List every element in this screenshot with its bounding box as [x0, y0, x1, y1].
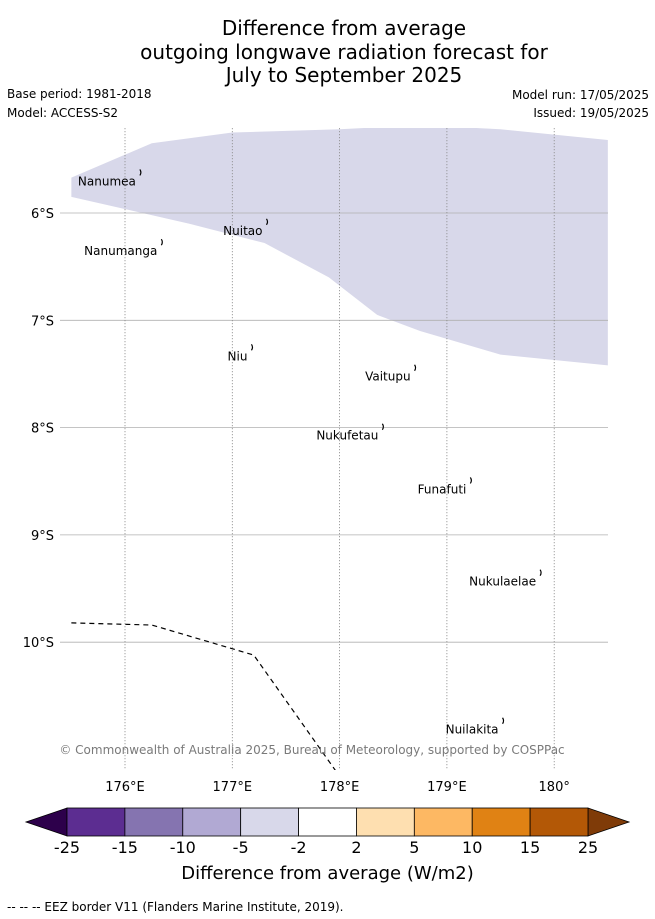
- title-line-3: July to September 2025: [225, 63, 463, 87]
- issued-date: Issued: 19/05/2025: [533, 106, 649, 120]
- island-nanumea: Nanumea: [78, 169, 142, 188]
- island-nanumanga: Nanumanga: [84, 238, 163, 258]
- colorbar-swatch: [298, 807, 357, 837]
- colorbar-swatch: [413, 807, 473, 837]
- model-run: Model run: 17/05/2025: [511, 88, 649, 102]
- island-label: Funafuti: [418, 482, 467, 496]
- lon-tick-label: 179°E: [427, 780, 467, 795]
- colorbar-over-arrow: [587, 807, 631, 837]
- colorbar-tick: 5: [409, 838, 420, 857]
- colorbar-tick: -2: [290, 838, 307, 857]
- eez-legend: -- -- -- EEZ border V11 (Flanders Marine…: [7, 900, 344, 914]
- eez-border: [71, 622, 336, 770]
- colorbar-tick: 25: [577, 838, 599, 857]
- island-label: Nukulaelae: [469, 575, 536, 589]
- lat-tick-label: 9°S: [31, 529, 54, 544]
- island-label: Nukufetau: [316, 429, 378, 443]
- lon-tick-label: 176°E: [105, 780, 145, 795]
- island-shape-icon: [250, 344, 254, 351]
- island-shape-icon: [539, 569, 542, 577]
- colorbar-swatch: [66, 807, 126, 837]
- island-nukufetau: Nukufetau: [316, 423, 384, 443]
- colorbar-label: Difference from average (W/m2): [181, 863, 474, 884]
- island-funafuti: Funafuti: [418, 477, 472, 496]
- island-nuitao: Nuitao: [223, 218, 269, 238]
- island-label: Niu: [228, 349, 248, 363]
- title-line-2: outgoing longwave radiation forecast for: [140, 39, 548, 64]
- island-niu: Niu: [228, 344, 254, 363]
- colorbar-swatch: [471, 807, 531, 837]
- colorbar-tick: 2: [351, 838, 362, 857]
- colorbar-swatch: [124, 807, 184, 837]
- colorbar-tick: -25: [53, 838, 81, 857]
- colorbar-tick: 15: [519, 838, 541, 857]
- lat-tick-label: 6°S: [31, 207, 54, 222]
- colorbar-swatch: [356, 807, 415, 837]
- lon-tick-label: 180°: [539, 780, 570, 795]
- base-period: Base period: 1981-2018: [7, 87, 152, 101]
- island-label: Vaitupu: [365, 370, 411, 384]
- island-label: Nanumanga: [84, 244, 157, 258]
- lon-tick-label: 177°E: [213, 780, 253, 795]
- island-label: Nuitao: [223, 224, 262, 238]
- island-shape-icon: [381, 423, 384, 431]
- colorbar-tick: -5: [232, 838, 249, 857]
- island-label: Nuilakita: [446, 723, 499, 737]
- colorbar-under-arrow: [24, 807, 68, 837]
- lat-tick-label: 10°S: [23, 636, 54, 651]
- colorbar-tick: -15: [111, 838, 138, 857]
- title-line-1: Difference from average: [221, 16, 467, 40]
- island-shape-icon: [139, 169, 142, 176]
- island-label: Nanumea: [78, 174, 136, 188]
- colorbar-swatch: [240, 807, 299, 837]
- colorbar-tick: 10: [462, 838, 483, 857]
- island-shape-icon: [414, 364, 417, 372]
- island-shape-icon: [265, 218, 269, 226]
- island-vaitupu: Vaitupu: [365, 364, 417, 384]
- island-shape-icon: [469, 477, 472, 484]
- island-shape-icon: [160, 238, 163, 246]
- lat-tick-label: 8°S: [31, 422, 54, 437]
- copyright-notice: © Commonwealth of Australia 2025, Bureau…: [59, 743, 564, 757]
- lon-tick-label: 178°E: [320, 780, 360, 795]
- colorbar-swatch: [182, 807, 242, 837]
- model-name: Model: ACCESS-S2: [7, 106, 119, 120]
- colorbar-tick: -10: [169, 838, 196, 857]
- colorbar-swatch: [529, 807, 589, 837]
- chart-title: Difference from average outgoing longwav…: [0, 16, 655, 88]
- lat-tick-label: 7°S: [31, 314, 54, 329]
- anomaly-region: [71, 128, 608, 366]
- island-nuilakita: Nuilakita: [446, 717, 505, 737]
- island-nukulaelae: Nukulaelae: [469, 569, 542, 589]
- island-shape-icon: [502, 717, 505, 725]
